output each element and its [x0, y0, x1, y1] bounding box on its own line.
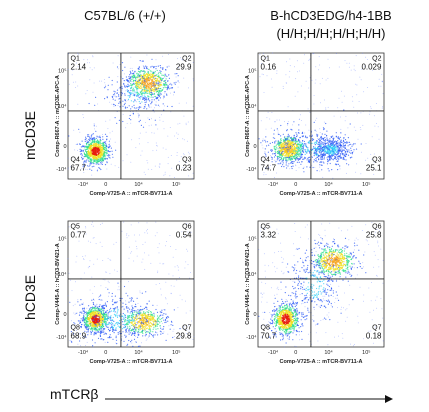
quadrant-percentage: 74.7	[261, 163, 277, 172]
y-axis-label: Comp-V445-A :: hCD3-BV421-A	[55, 243, 61, 324]
x-tick-label: -10⁴	[78, 349, 89, 356]
quadrant-percentage: 29.8	[176, 331, 192, 340]
y-tick-label: -10⁴	[56, 166, 67, 173]
scatter-points	[258, 52, 384, 179]
quadrant-percentage: 25.1	[366, 163, 382, 172]
quadrant-percentage: 29.9	[176, 63, 192, 72]
y-tick-label: -10⁴	[246, 334, 257, 341]
quadrant-percentage: 0.77	[71, 231, 87, 240]
x-axis-label: Comp-V725-A :: mTCR-BV711-A	[280, 191, 363, 197]
x-axis-title: mTCRβ	[50, 386, 99, 402]
x-tick-label: 0	[294, 350, 297, 356]
x-tick-label: 10⁴	[324, 349, 333, 356]
quadrant-percentage: 3.32	[261, 231, 277, 240]
quadrant-name: Q2	[372, 56, 381, 63]
x-tick-label: 0	[104, 350, 107, 356]
x-axis-label: Comp-V725-A :: mTCR-BV711-A	[90, 191, 173, 197]
y-tick-label: 0	[253, 312, 256, 318]
y-tick-label: 10⁵	[248, 236, 256, 243]
x-tick-label: -10⁴	[268, 349, 279, 356]
quadrant-name: Q5	[71, 224, 80, 231]
x-tick-label: 10⁵	[362, 349, 370, 356]
quadrant-name: Q3	[372, 156, 381, 163]
x-tick-label: 10⁴	[134, 349, 143, 356]
x-tick-label: 10⁴	[324, 181, 333, 188]
y-tick-label: 0	[63, 144, 66, 150]
y-tick-label: 10⁵	[58, 68, 66, 75]
quadrant-name: Q3	[182, 156, 191, 163]
y-tick-label: 10⁴	[248, 271, 257, 278]
plot-frame	[67, 220, 195, 348]
x-tick-label: 0	[104, 182, 107, 188]
quadrant-name: Q1	[261, 56, 270, 63]
quadrant-percentage: 70.7	[261, 331, 277, 340]
quadrant-name: Q8	[261, 324, 270, 331]
quadrant-name: Q6	[182, 224, 191, 231]
y-tick-label: -10⁴	[246, 166, 257, 173]
x-tick-label: 0	[294, 182, 297, 188]
x-tick-label: -10⁴	[268, 181, 279, 188]
row-label-hcd3e: hCD3E	[22, 274, 38, 320]
quadrant-percentage: 68.9	[71, 331, 87, 340]
x-tick-label: 10⁵	[172, 349, 180, 356]
x-tick-label: 10⁴	[134, 181, 143, 188]
y-tick-label: 10⁴	[58, 103, 67, 110]
x-tick-label: -10⁴	[78, 181, 89, 188]
quadrant-name: Q2	[182, 56, 191, 63]
quadrant-percentage: 67.7	[71, 163, 87, 172]
y-tick-label: 10⁴	[58, 271, 67, 278]
quadrant-percentage: 25.8	[366, 231, 382, 240]
row-label-mcd3e: mCD3E	[22, 110, 38, 160]
column-header-humanized-line1: B-hCD3EDG/h4-1BB	[270, 8, 392, 23]
y-axis-label: Comp-R667-A :: mCD3E-APC-A	[245, 75, 251, 157]
quadrant-name: Q4	[71, 156, 80, 163]
quadrant-name: Q4	[261, 156, 270, 163]
quadrant-percentage: 0.18	[366, 331, 382, 340]
plot-frame	[257, 52, 385, 180]
quadrant-name: Q6	[372, 224, 381, 231]
y-tick-label: 10⁴	[248, 103, 257, 110]
y-tick-label: 0	[63, 312, 66, 318]
quadrant-percentage: 0.54	[176, 231, 192, 240]
quadrant-name: Q5	[261, 224, 270, 231]
x-axis-arrow	[105, 395, 393, 403]
y-tick-label: -10⁴	[56, 334, 67, 341]
y-tick-label: 10⁵	[58, 236, 66, 243]
x-axis-label: Comp-V725-A :: mTCR-BV711-A	[280, 359, 363, 365]
quadrant-name: Q1	[71, 56, 80, 63]
quadrant-name: Q7	[372, 324, 381, 331]
y-axis-label: Comp-R667-A :: mCD3E-APC-A	[55, 75, 61, 157]
scatter-points	[67, 221, 195, 348]
quadrant-percentage: 2.14	[71, 63, 87, 72]
column-header-wildtype: C57BL/6 (+/+)	[84, 8, 166, 23]
scatter-points	[67, 52, 194, 179]
x-tick-label: 10⁵	[362, 181, 370, 188]
quadrant-name: Q7	[182, 324, 191, 331]
quadrant-name: Q8	[71, 324, 80, 331]
column-header-humanized-line2: (H/H;H/H;H/H;H/H)	[276, 26, 386, 41]
plot-frame	[257, 220, 385, 348]
quadrant-percentage: 0.029	[361, 63, 382, 72]
quadrant-percentage: 0.16	[261, 63, 277, 72]
y-axis-label: Comp-V445-A :: hCD3-BV421-A	[245, 243, 251, 324]
x-axis-label: Comp-V725-A :: mTCR-BV711-A	[90, 359, 173, 365]
y-tick-label: 10⁵	[248, 68, 256, 75]
y-tick-label: 0	[253, 144, 256, 150]
x-tick-label: 10⁵	[172, 181, 180, 188]
quadrant-percentage: 0.23	[176, 163, 192, 172]
